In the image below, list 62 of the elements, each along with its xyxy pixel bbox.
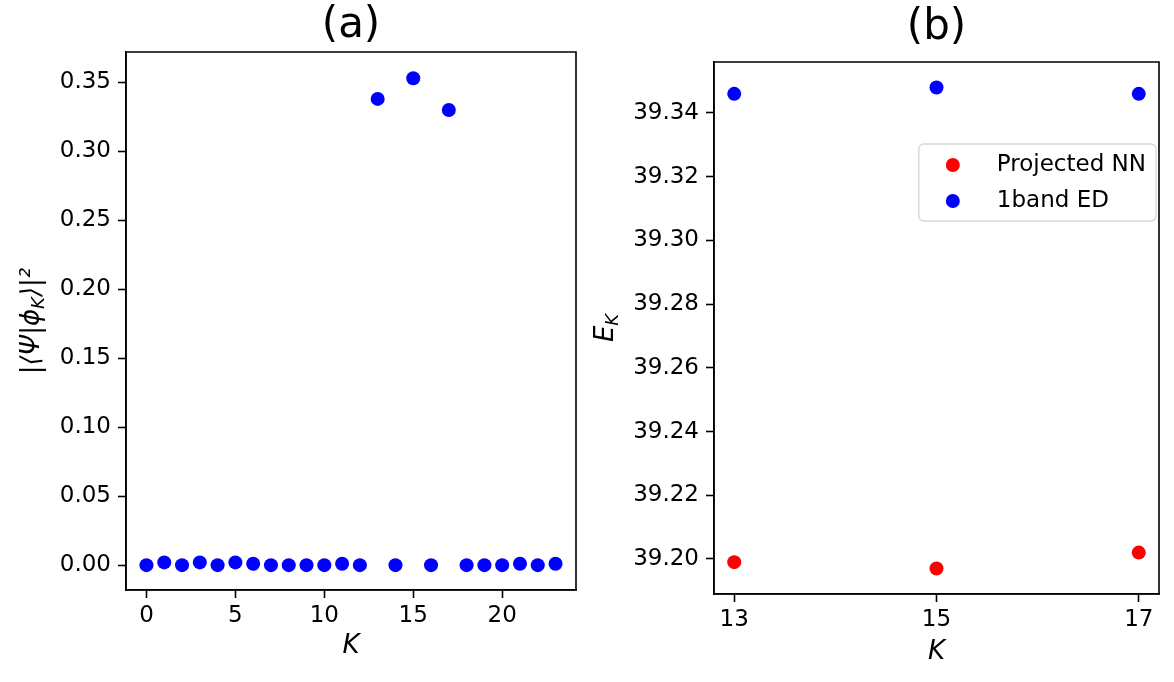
chart-title: (b): [906, 0, 967, 49]
legend-label: Projected NN: [996, 149, 1147, 176]
x-tick-label: 10: [309, 600, 339, 627]
point: [246, 556, 261, 571]
point: [335, 556, 350, 571]
point: [1131, 86, 1146, 101]
y-tick-label: 39.30: [633, 225, 699, 252]
x-tick-label: 13: [719, 604, 749, 631]
point: [139, 558, 154, 573]
point: [406, 71, 421, 86]
point: [477, 558, 492, 573]
point: [929, 561, 944, 576]
y-tick-label: 0.30: [59, 136, 111, 163]
point: [281, 558, 296, 573]
point: [424, 558, 439, 573]
y-tick-label: 0.05: [59, 481, 111, 508]
point: [192, 555, 207, 570]
y-tick-label: 39.26: [633, 352, 699, 379]
point: [210, 558, 225, 573]
x-tick-label: 0: [139, 600, 154, 627]
x-tick-label: 15: [921, 604, 952, 631]
legend-label: 1band ED: [996, 185, 1109, 212]
point: [548, 556, 563, 571]
y-tick-label: 0.10: [59, 412, 111, 439]
point: [157, 555, 172, 570]
point: [388, 558, 403, 573]
x-tick-label: 5: [228, 600, 243, 627]
point: [530, 558, 545, 573]
point: [459, 558, 474, 573]
point: [441, 102, 456, 117]
point: [1131, 545, 1146, 560]
y-tick-label: 39.24: [633, 416, 699, 443]
y-tick-label: 0.20: [59, 274, 111, 301]
point: [495, 558, 510, 573]
y-tick-label: 39.20: [633, 543, 699, 570]
point: [727, 555, 742, 570]
point: [370, 91, 385, 106]
y-axis-title: |⟨Ψ|ϕK⟩|²: [14, 267, 49, 375]
point: [929, 80, 944, 95]
y-tick-label: 39.32: [633, 161, 699, 188]
y-tick-label: 39.34: [633, 97, 699, 124]
y-axis-title: EK: [588, 312, 623, 343]
point: [263, 558, 278, 573]
x-axis-title: K: [927, 634, 947, 665]
y-tick-label: 0.15: [59, 343, 111, 370]
y-tick-label: 0.35: [59, 67, 111, 94]
point: [512, 556, 527, 571]
y-tick-label: 39.28: [633, 289, 699, 316]
point: [228, 555, 243, 570]
y-tick-label: 0.00: [59, 550, 111, 577]
point: [175, 558, 190, 573]
x-tick-label: 15: [398, 600, 428, 627]
point: [299, 558, 314, 573]
point: [727, 86, 742, 101]
point: [317, 558, 332, 573]
chart-title: (a): [321, 0, 381, 47]
x-tick-label: 20: [487, 600, 517, 627]
y-tick-label: 0.25: [59, 205, 111, 232]
point: [352, 558, 367, 573]
y-tick-label: 39.22: [633, 480, 699, 507]
x-axis-title: K: [342, 628, 362, 659]
x-tick-label: 17: [1124, 604, 1154, 631]
